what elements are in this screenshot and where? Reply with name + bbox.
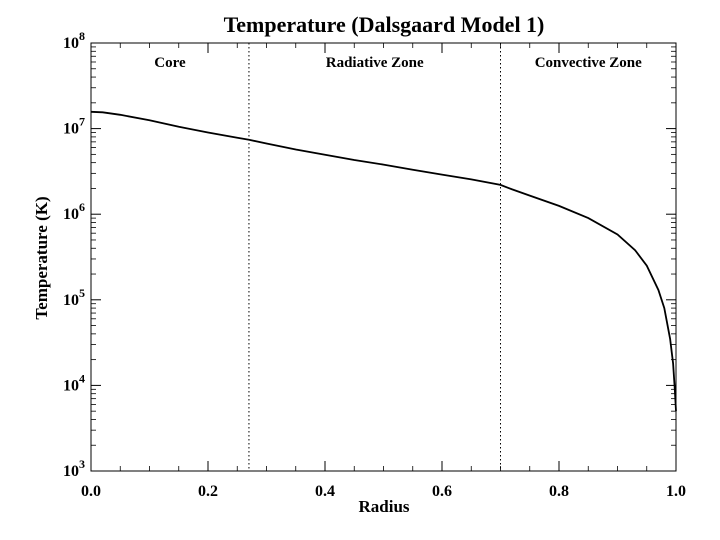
zone-labels: Core Radiative Zone Convective Zone bbox=[154, 55, 642, 71]
y-axis-label: Temperature (K) bbox=[32, 196, 51, 319]
series-group bbox=[90, 110, 677, 412]
chart-title: Temperature (Dalsgaard Model 1) bbox=[224, 12, 545, 37]
x-tick-label: 0.2 bbox=[198, 483, 218, 500]
y-tick-label: 105 bbox=[63, 286, 85, 309]
y-tick-label: 104 bbox=[63, 371, 85, 394]
y-axis: 103 104 105 106 107 108 bbox=[63, 29, 676, 480]
temperature-series-line bbox=[90, 110, 677, 412]
zone-dividers bbox=[248, 43, 501, 471]
x-tick-label: 0.0 bbox=[81, 483, 101, 500]
x-tick-label: 0.8 bbox=[549, 483, 569, 500]
x-tick-label: 0.6 bbox=[432, 483, 452, 500]
y-tick-label: 107 bbox=[63, 115, 85, 138]
y-tick-label: 108 bbox=[63, 29, 85, 52]
x-axis: 0.0 0.2 0.4 0.6 0.8 1.0 bbox=[81, 43, 686, 500]
plot-frame bbox=[90, 42, 677, 472]
x-tick-label: 0.4 bbox=[315, 483, 335, 500]
x-axis-label: Radius bbox=[358, 497, 409, 516]
zone-label: Core bbox=[154, 55, 186, 71]
zone-label: Radiative Zone bbox=[326, 55, 424, 71]
y-tick-label: 103 bbox=[63, 457, 85, 480]
zone-label: Convective Zone bbox=[535, 55, 642, 71]
y-tick-label: 106 bbox=[63, 200, 85, 223]
x-tick-label: 1.0 bbox=[666, 483, 686, 500]
